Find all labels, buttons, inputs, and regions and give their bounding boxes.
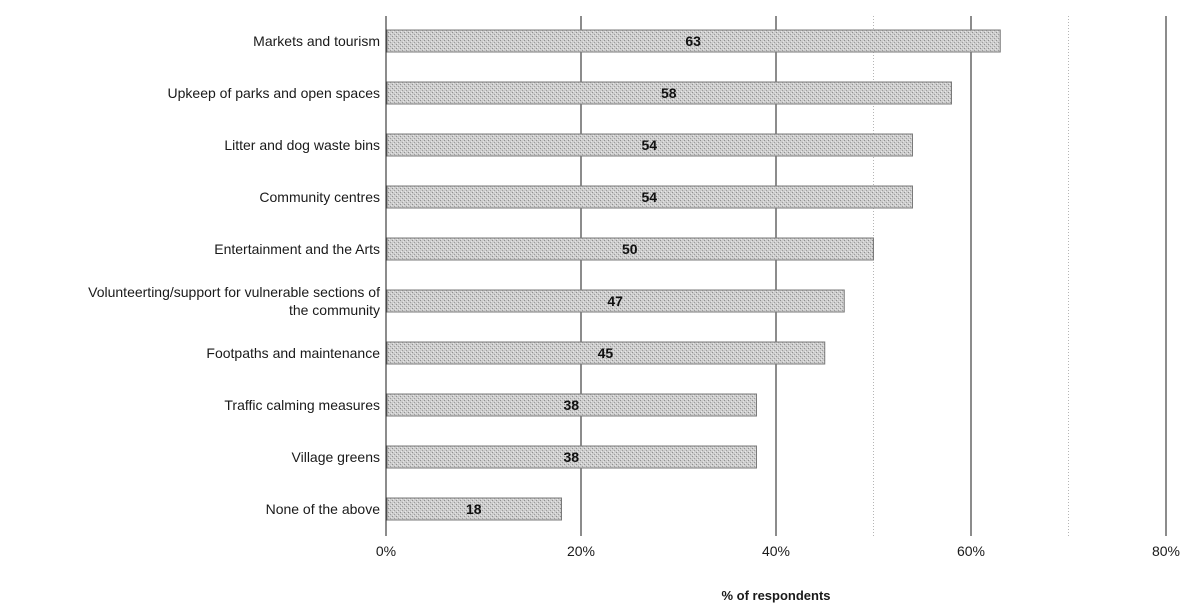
x-tick-label: 80% (1152, 543, 1180, 559)
category-label-line: the community (289, 302, 380, 318)
x-tick-labels: 0% 20% 40% 60% 80% (376, 543, 1180, 559)
bar (386, 133, 913, 157)
data-label: 47 (607, 293, 623, 309)
bar (386, 237, 874, 261)
bar (386, 289, 845, 313)
category-label-line: None of the above (266, 501, 381, 517)
bar (386, 497, 562, 521)
category-label: Litter and dog waste bins (224, 137, 380, 153)
category-label-line: Litter and dog waste bins (224, 137, 380, 153)
bar (386, 29, 1001, 53)
category-label-line: Traffic calming measures (224, 397, 380, 413)
data-label: 54 (641, 137, 657, 153)
data-label: 63 (685, 33, 701, 49)
bar (386, 81, 952, 105)
category-label: Community centres (259, 189, 380, 205)
bars (386, 29, 1001, 521)
bar (386, 341, 826, 365)
category-labels: Markets and tourism Upkeep of parks and o… (88, 33, 380, 517)
category-label: Markets and tourism (253, 33, 380, 49)
bar (386, 185, 913, 209)
data-label: 50 (622, 241, 638, 257)
category-label-line: Markets and tourism (253, 33, 380, 49)
category-label-line: Upkeep of parks and open spaces (168, 85, 380, 101)
data-label: 18 (466, 501, 482, 517)
x-axis-title: % of respondents (721, 588, 830, 603)
category-label: Volunteerting/support for vulnerable sec… (88, 284, 380, 318)
data-label: 45 (598, 345, 614, 361)
bar (386, 393, 757, 417)
x-tick-label: 40% (762, 543, 790, 559)
x-tick-label: 0% (376, 543, 396, 559)
bar (386, 445, 757, 469)
data-label: 38 (563, 449, 579, 465)
category-label-line: Footpaths and maintenance (206, 345, 380, 361)
category-label: Entertainment and the Arts (214, 241, 380, 257)
category-label-line: Volunteerting/support for vulnerable sec… (88, 284, 380, 300)
category-label-line: Entertainment and the Arts (214, 241, 380, 257)
data-labels: 63 58 54 54 50 47 45 38 38 18 (466, 33, 701, 517)
category-label: Traffic calming measures (224, 397, 380, 413)
x-tick-label: 20% (567, 543, 595, 559)
category-label: Footpaths and maintenance (206, 345, 380, 361)
category-label: Upkeep of parks and open spaces (168, 85, 380, 101)
data-label: 58 (661, 85, 677, 101)
category-label: None of the above (266, 501, 381, 517)
category-label: Village greens (292, 449, 380, 465)
x-tick-label: 60% (957, 543, 985, 559)
data-label: 38 (563, 397, 579, 413)
category-label-line: Village greens (292, 449, 380, 465)
data-label: 54 (641, 189, 657, 205)
category-label-line: Community centres (259, 189, 380, 205)
